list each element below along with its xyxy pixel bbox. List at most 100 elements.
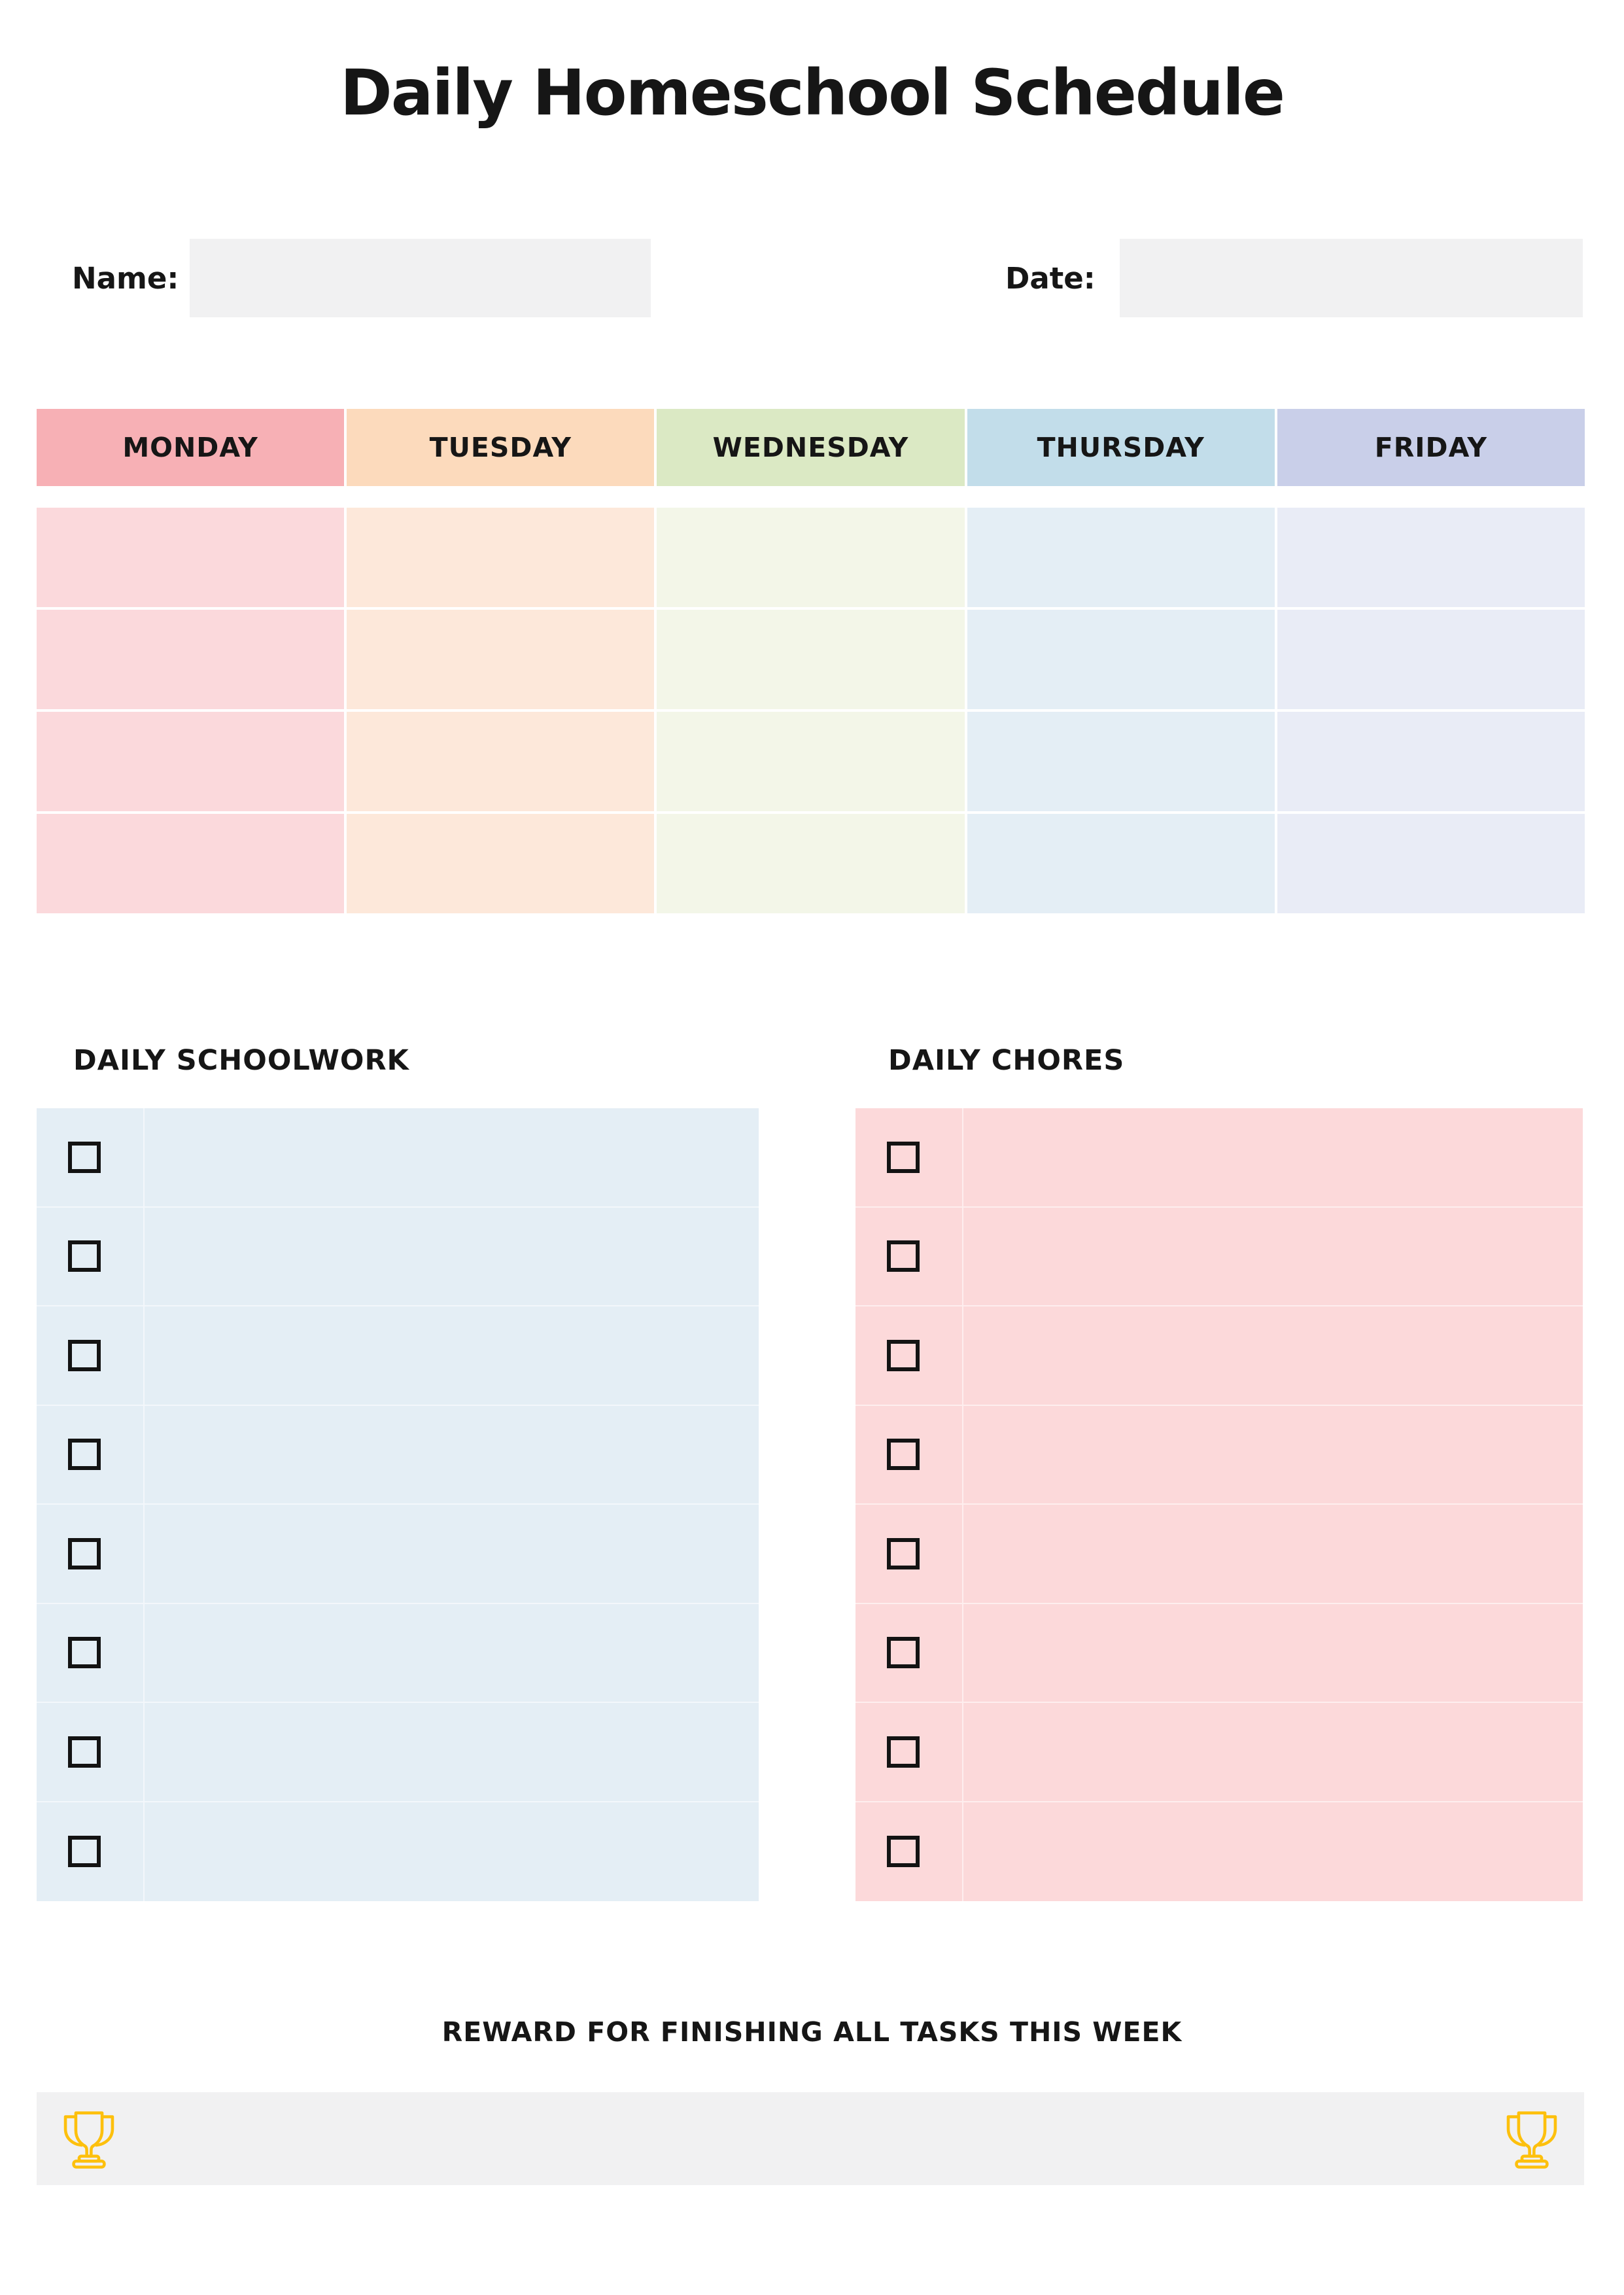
empty-checkbox-icon[interactable] [68,1736,101,1768]
schedule-cell[interactable] [967,508,1275,607]
schedule-cell[interactable] [1277,814,1585,913]
schedule-cell[interactable] [657,814,965,913]
empty-checkbox-icon[interactable] [887,1141,920,1173]
day-label: TUESDAY [429,432,572,463]
task-write-area[interactable] [145,1703,759,1801]
day-header-cell: FRIDAY [1277,409,1585,486]
week-header-row: MONDAY TUESDAY WEDNESDAY THURSDAY FRIDAY [37,409,1585,486]
task-write-area[interactable] [145,1406,759,1504]
task-write-area[interactable] [963,1406,1583,1504]
empty-checkbox-icon[interactable] [887,1339,920,1371]
schedule-cell[interactable] [347,610,655,709]
schedule-cell[interactable] [37,712,345,811]
checkbox-cell [37,1306,145,1405]
day-label: THURSDAY [1037,432,1205,463]
checklist-row [37,1306,759,1406]
checkbox-cell [855,1505,963,1603]
schedule-cell[interactable] [1277,610,1585,709]
name-input[interactable] [190,239,651,317]
day-header-cell: TUESDAY [347,409,655,486]
task-write-area[interactable] [145,1306,759,1405]
task-write-area[interactable] [145,1208,759,1306]
task-write-area[interactable] [963,1108,1583,1206]
checklist-row [855,1603,1583,1703]
schoolwork-section-title: DAILY SCHOOLWORK [73,1044,409,1077]
chores-section-title: DAILY CHORES [888,1044,1125,1077]
schedule-cell[interactable] [657,610,965,709]
task-write-area[interactable] [963,1208,1583,1306]
task-write-area[interactable] [145,1604,759,1702]
empty-checkbox-icon[interactable] [887,1537,920,1569]
task-write-area[interactable] [145,1802,759,1902]
empty-checkbox-icon[interactable] [887,1736,920,1768]
task-write-area[interactable] [963,1604,1583,1702]
day-header-cell: THURSDAY [967,409,1275,486]
checkbox-cell [37,1703,145,1801]
reward-heading: REWARD FOR FINISHING ALL TASKS THIS WEEK [441,2016,1183,2048]
empty-checkbox-icon[interactable] [887,1836,920,1868]
day-label: WEDNESDAY [712,432,909,463]
checklist-row [855,1802,1583,1902]
empty-checkbox-icon[interactable] [68,1637,101,1669]
trophy-icon [1506,2111,1557,2169]
schedule-cell[interactable] [37,610,345,709]
task-write-area[interactable] [963,1505,1583,1603]
checklist-row [37,1108,759,1208]
day-header-cell: WEDNESDAY [657,409,965,486]
checklist-row [37,1405,759,1505]
week-table: MONDAY TUESDAY WEDNESDAY THURSDAY FRIDAY [37,409,1585,913]
checkbox-cell [855,1306,963,1405]
checklist-row [855,1108,1583,1208]
empty-checkbox-icon[interactable] [887,1637,920,1669]
empty-checkbox-icon[interactable] [68,1240,101,1272]
reward-bar[interactable] [37,2092,1584,2185]
checkbox-cell [37,1405,145,1503]
task-write-area[interactable] [963,1703,1583,1801]
checkbox-cell [37,1108,145,1206]
schedule-cell[interactable] [347,814,655,913]
checkbox-cell [855,1603,963,1702]
task-write-area[interactable] [145,1108,759,1206]
date-input[interactable] [1120,239,1583,317]
schedule-cell[interactable] [967,610,1275,709]
week-body [37,508,1585,913]
schedule-cell[interactable] [657,508,965,607]
schedule-cell[interactable] [37,814,345,913]
task-write-area[interactable] [963,1802,1583,1902]
schedule-cell[interactable] [657,712,965,811]
schedule-cell[interactable] [967,712,1275,811]
schedule-cell[interactable] [1277,508,1585,607]
checkbox-cell [855,1703,963,1801]
checklist-row [37,1603,759,1703]
empty-checkbox-icon[interactable] [887,1240,920,1272]
checkbox-cell [37,1603,145,1702]
page-title: Daily Homeschool Schedule [340,56,1285,130]
checkbox-cell [855,1108,963,1206]
schedule-cell[interactable] [347,508,655,607]
day-header-cell: MONDAY [37,409,345,486]
empty-checkbox-icon[interactable] [887,1439,920,1471]
empty-checkbox-icon[interactable] [68,1439,101,1471]
empty-checkbox-icon[interactable] [68,1537,101,1569]
checklist-row [37,1802,759,1902]
checkbox-cell [855,1802,963,1901]
empty-checkbox-icon[interactable] [68,1339,101,1371]
schedule-cell[interactable] [967,814,1275,913]
task-write-area[interactable] [963,1306,1583,1405]
checklist-panel-chores [855,1108,1583,1901]
empty-checkbox-icon[interactable] [68,1141,101,1173]
trophy-icon [63,2111,114,2169]
schedule-cell[interactable] [37,508,345,607]
checkbox-cell [855,1207,963,1305]
checkbox-cell [37,1802,145,1901]
checklist-row [855,1207,1583,1306]
schedule-cell[interactable] [347,712,655,811]
day-label: FRIDAY [1374,432,1488,463]
task-write-area[interactable] [145,1505,759,1603]
schedule-cell[interactable] [1277,712,1585,811]
empty-checkbox-icon[interactable] [68,1836,101,1868]
checkbox-cell [37,1207,145,1305]
checklist-row [855,1306,1583,1406]
day-label: MONDAY [122,432,258,463]
